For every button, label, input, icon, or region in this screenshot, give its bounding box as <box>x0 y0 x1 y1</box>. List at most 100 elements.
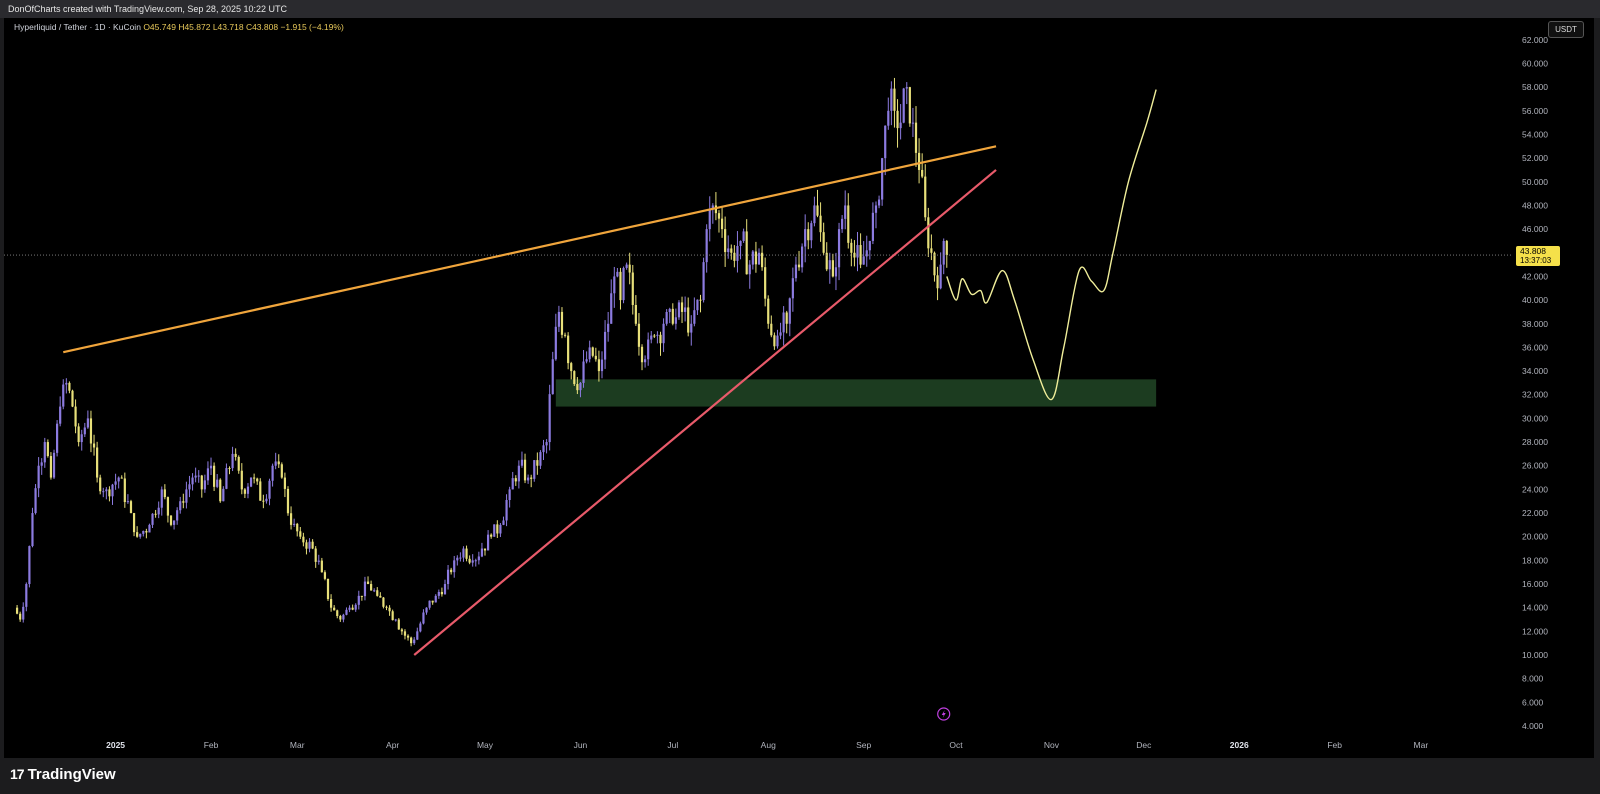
candle-body <box>176 510 179 521</box>
candle-body <box>800 246 804 268</box>
tradingview-logo[interactable]: 17 TradingView <box>10 766 116 783</box>
projection-path[interactable] <box>946 89 1157 401</box>
candle-body <box>363 581 367 597</box>
candle-body <box>129 501 133 514</box>
candle-body <box>831 260 834 277</box>
y-tick-label: 24.000 <box>1522 484 1548 494</box>
lightning-icon[interactable] <box>937 707 951 721</box>
candle-body <box>425 607 428 613</box>
candle-body <box>323 572 327 579</box>
lower-trendline[interactable] <box>413 169 997 656</box>
candle-body <box>320 560 323 573</box>
candle-body <box>730 248 733 253</box>
footer-bar <box>0 758 1600 794</box>
candle-body <box>462 548 465 558</box>
upper-trendline[interactable] <box>63 145 997 354</box>
y-tick-label: 32.000 <box>1522 390 1548 400</box>
chart-canvas[interactable]: 4.000 6.000 8.000 10.000 12.000 14.000 16.000 1… <box>4 18 1594 758</box>
candle-body <box>216 479 219 487</box>
candle-body <box>754 251 758 265</box>
candle-body <box>283 477 287 489</box>
candle-body <box>813 205 816 224</box>
candle-body <box>185 489 188 503</box>
candle-body <box>816 205 819 216</box>
x-tick-label: Aug <box>761 740 776 750</box>
candle-body <box>83 427 86 435</box>
candle-body <box>437 591 440 596</box>
candle-body <box>622 267 625 301</box>
candle-body <box>243 489 246 494</box>
candle-body <box>511 478 514 490</box>
candle-body <box>385 606 388 608</box>
candle-body <box>311 541 314 549</box>
candle-body <box>720 218 724 230</box>
candle-body <box>862 256 865 265</box>
lightning-glyph <box>941 710 946 718</box>
candle-body <box>160 489 163 508</box>
candle-body <box>446 569 450 585</box>
candle-body <box>339 615 342 620</box>
candle-body <box>902 88 905 123</box>
candle-body <box>169 515 173 525</box>
support-zone[interactable] <box>555 379 1157 407</box>
candle-body <box>55 423 59 453</box>
candle-body <box>296 523 299 532</box>
y-tick-label: 14.000 <box>1522 603 1548 613</box>
candle-body <box>468 558 471 563</box>
candle-body <box>656 334 659 336</box>
candle-body <box>388 607 391 612</box>
candle-body <box>893 88 896 111</box>
candle-body <box>225 468 228 489</box>
candle-body <box>616 271 619 277</box>
candle-body <box>631 272 634 305</box>
candle-body <box>382 597 385 607</box>
y-tick-label: 34.000 <box>1522 366 1548 376</box>
price-axis[interactable] <box>1512 18 1594 758</box>
candle-body <box>179 501 182 511</box>
candle-body <box>188 484 191 490</box>
candle-body <box>908 87 911 124</box>
candle-body <box>603 331 607 360</box>
candle-body <box>314 548 317 562</box>
candle-body <box>163 489 166 498</box>
candle-body <box>370 584 373 591</box>
candle-body <box>456 557 459 561</box>
y-tick-label: 40.000 <box>1522 295 1548 305</box>
countdown-value: 13:37:03 <box>1520 256 1552 265</box>
candle-body <box>841 218 844 230</box>
price-chart[interactable]: 4.000 6.000 8.000 10.000 12.000 14.000 16.000 1… <box>4 18 1594 758</box>
candle-body <box>329 599 333 608</box>
candle-body <box>443 584 447 595</box>
candle-body <box>471 560 474 563</box>
candle-body <box>259 481 262 501</box>
y-tick-label: 20.000 <box>1522 532 1548 542</box>
candle-body <box>881 158 884 200</box>
y-tick-label: 16.000 <box>1522 579 1548 589</box>
candle-body <box>610 293 613 324</box>
candle-body <box>357 595 360 605</box>
x-tick-label: Nov <box>1044 740 1060 750</box>
credit-bar: DonOfCharts created with TradingView.com… <box>0 0 1600 18</box>
candle-body <box>213 465 216 487</box>
currency-button[interactable]: USDT <box>1548 21 1584 38</box>
candle-body <box>19 613 22 620</box>
candle-body <box>200 475 203 490</box>
candle-body <box>434 595 437 603</box>
candle-body <box>560 311 564 335</box>
candle-body <box>647 339 650 360</box>
candle-body <box>788 298 791 324</box>
candle-body <box>945 240 948 256</box>
candle-body <box>333 607 336 611</box>
candle-body <box>59 406 62 424</box>
candle-body <box>286 488 290 514</box>
candle-body <box>126 501 130 503</box>
candle-body <box>62 384 65 407</box>
candle-body <box>203 480 206 490</box>
candle-body <box>554 326 557 360</box>
y-tick-label: 8.000 <box>1522 674 1544 684</box>
candle-body <box>502 520 505 525</box>
candle-body <box>579 382 582 391</box>
candle-body <box>828 260 831 270</box>
candle-body <box>336 610 339 616</box>
candle-body <box>517 465 520 482</box>
